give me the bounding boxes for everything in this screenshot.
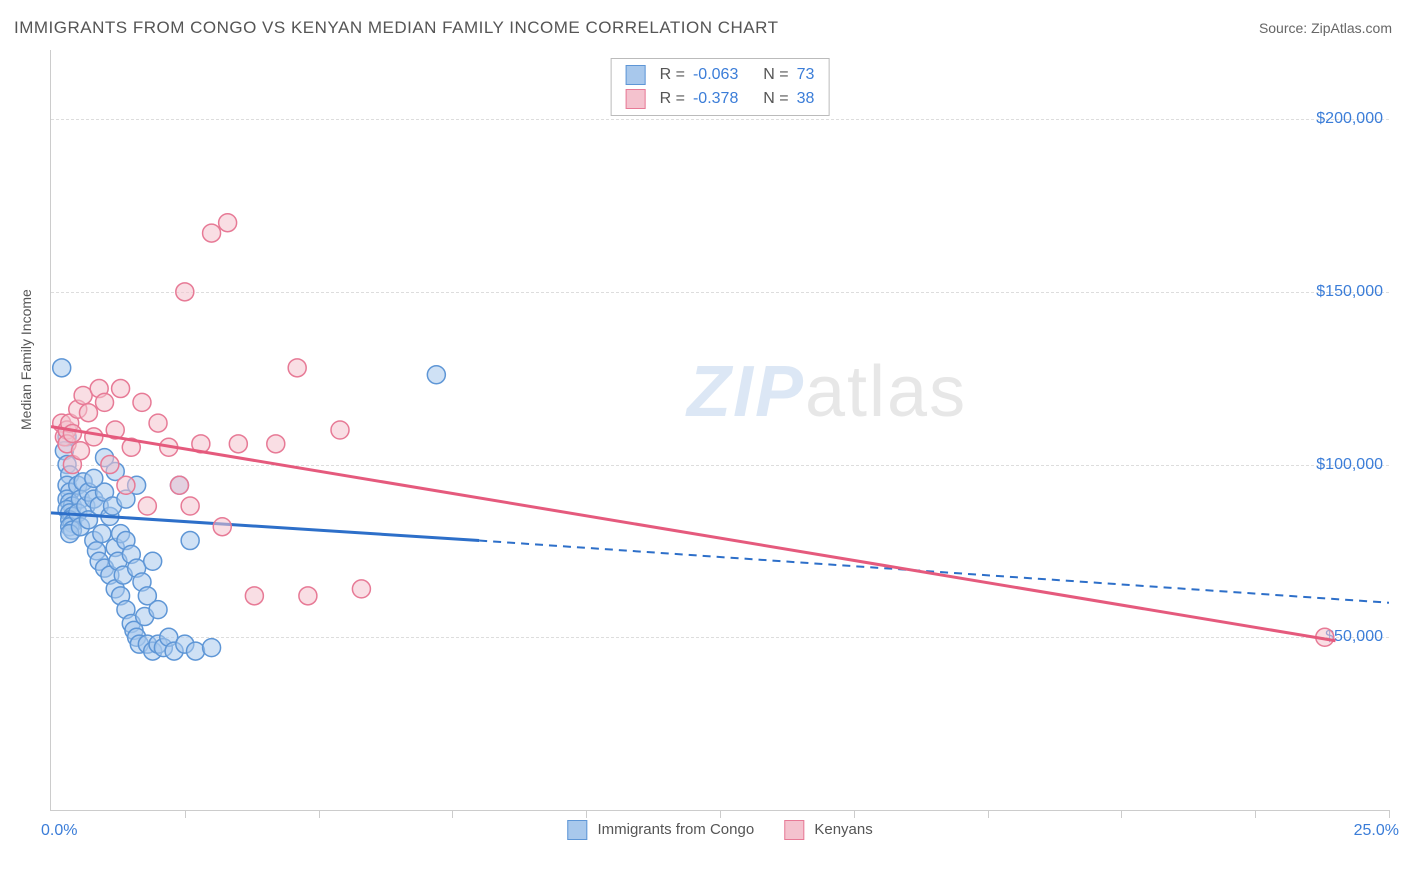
- legend-item-congo: Immigrants from Congo: [567, 820, 754, 840]
- x-tick: [185, 810, 186, 818]
- x-tick: [720, 810, 721, 818]
- x-axis-max-label: 25.0%: [1354, 822, 1399, 840]
- x-tick: [988, 810, 989, 818]
- swatch-kenyans-icon: [626, 89, 646, 109]
- x-tick: [1121, 810, 1122, 818]
- swatch-congo-icon: [626, 65, 646, 85]
- x-tick: [854, 810, 855, 818]
- legend-swatch-congo-icon: [567, 820, 587, 840]
- bottom-legend: Immigrants from Congo Kenyans: [567, 820, 872, 840]
- chart-plot-area: ZIPatlas R = -0.063 N = 73 R = -0.378 N …: [50, 50, 1389, 811]
- x-tick: [586, 810, 587, 818]
- chart-header: IMMIGRANTS FROM CONGO VS KENYAN MEDIAN F…: [14, 18, 1392, 38]
- y-axis-label: Median Family Income: [18, 289, 34, 430]
- x-tick: [452, 810, 453, 818]
- x-tick: [1389, 810, 1390, 818]
- x-axis-min-label: 0.0%: [41, 822, 77, 840]
- stats-row-congo: R = -0.063 N = 73: [626, 63, 815, 87]
- x-tick: [319, 810, 320, 818]
- legend-swatch-kenyans-icon: [784, 820, 804, 840]
- chart-title: IMMIGRANTS FROM CONGO VS KENYAN MEDIAN F…: [14, 18, 779, 38]
- scatter-plot-svg: [51, 50, 1389, 810]
- stats-legend-box: R = -0.063 N = 73 R = -0.378 N = 38: [611, 58, 830, 116]
- x-tick: [1255, 810, 1256, 818]
- stats-row-kenyans: R = -0.378 N = 38: [626, 87, 815, 111]
- legend-item-kenyans: Kenyans: [784, 820, 873, 840]
- chart-source: Source: ZipAtlas.com: [1259, 20, 1392, 36]
